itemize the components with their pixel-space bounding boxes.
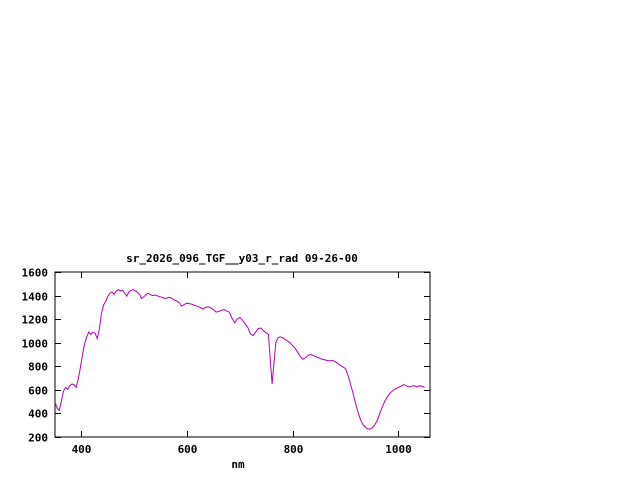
- y-tick-label: 600: [28, 385, 48, 398]
- plot-layer: 400 600 800 1000 200 400 600 800 1000 1200 1400 160…: [22, 267, 431, 456]
- x-tick-label: 600: [178, 443, 198, 456]
- spectrum-line: [54, 289, 425, 430]
- y-tick-label: 1200: [22, 314, 49, 327]
- y-tick-label: 1600: [22, 267, 49, 280]
- y-tick-label: 200: [28, 432, 48, 445]
- y-tick-label: 800: [28, 361, 48, 374]
- x-axis-label: nm: [231, 458, 245, 471]
- chart-title: sr_2026_096_TGF__y03_r_rad 09-26-00: [126, 252, 358, 265]
- y-tick-label: 1400: [22, 291, 49, 304]
- x-tick-label: 1000: [385, 443, 412, 456]
- y-tick-label: 400: [28, 408, 48, 421]
- plot-border: [54, 271, 431, 438]
- y-tick-label: 1000: [22, 338, 49, 351]
- x-tick-label: 400: [72, 443, 92, 456]
- x-tick-label: 800: [284, 443, 304, 456]
